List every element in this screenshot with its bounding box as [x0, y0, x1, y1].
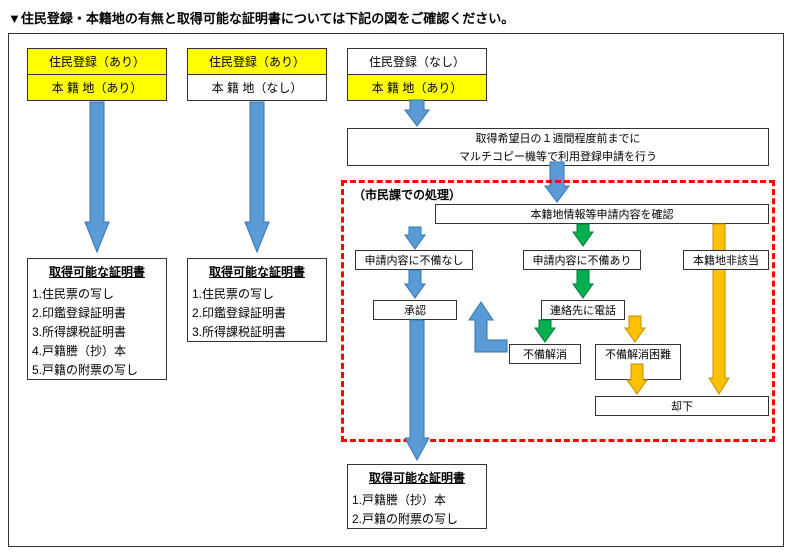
- diagram-container: 住民登録（あり） 本 籍 地（あり） 取得可能な証明書 1.住民票の写し 2.印…: [8, 33, 784, 547]
- b6-box: 不備解消: [509, 344, 581, 364]
- cert-col1-1: 1.住民票の写し: [28, 284, 166, 303]
- status-col1: 住民登録（あり） 本 籍 地（あり）: [27, 48, 167, 101]
- arrow-b4-cert: [405, 320, 429, 460]
- b2-text: 申請内容に不備あり: [524, 251, 640, 269]
- cert-col1-5: 5.戸籍の附票の写し: [28, 360, 166, 379]
- b1-box: 申請内容に不備なし: [355, 250, 473, 270]
- cert-col2: 取得可能な証明書 1.住民票の写し 2.印鑑登録証明書 3.所得課税証明書: [187, 258, 327, 342]
- cert-col2-title: 取得可能な証明書: [188, 259, 326, 284]
- cert-col3-title: 取得可能な証明書: [348, 465, 486, 490]
- b4-text: 承認: [374, 301, 456, 319]
- arrow-col1: [85, 102, 109, 252]
- b8-box: 却下: [595, 396, 769, 416]
- arrow-b4-in: [405, 270, 425, 298]
- step1-line1: 取得希望日の１週間程度前までに: [348, 129, 768, 147]
- cert-col2-1: 1.住民票の写し: [188, 284, 326, 303]
- col1-reg: 住民登録（あり）: [28, 49, 166, 75]
- cert-col2-3: 3.所得課税証明書: [188, 322, 326, 341]
- cert-col1: 取得可能な証明書 1.住民票の写し 2.印鑑登録証明書 3.所得課税証明書 4.…: [27, 258, 167, 380]
- proc-label: （市民課での処理）: [353, 186, 461, 203]
- status-col3: 住民登録（なし） 本 籍 地（あり）: [347, 48, 487, 101]
- col1-hon: 本 籍 地（あり）: [28, 75, 166, 100]
- col2-reg: 住民登録（あり）: [188, 49, 326, 75]
- b6-text: 不備解消: [510, 345, 580, 363]
- cert-col1-title: 取得可能な証明書: [28, 259, 166, 284]
- b3-text: 本籍地非該当: [684, 251, 768, 269]
- arrow-c3-1: [405, 100, 429, 126]
- cert-col1-3: 3.所得課税証明書: [28, 322, 166, 341]
- arrow-b6-in: [535, 320, 555, 342]
- step1-box: 取得希望日の１週間程度前までに マルチコピー機等で利用登録申請を行う: [347, 128, 769, 166]
- cert-col3-2: 2.戸籍の附票の写し: [348, 509, 486, 528]
- arrow-b7-b8: [627, 364, 647, 394]
- col3-hon: 本 籍 地（あり）: [348, 75, 486, 100]
- b5-text: 連絡先に電話: [542, 301, 624, 319]
- arrow-col2: [245, 102, 269, 252]
- arrow-b1-in: [405, 227, 425, 249]
- cert-col1-2: 2.印鑑登録証明書: [28, 303, 166, 322]
- col2-hon: 本 籍 地（なし）: [188, 75, 326, 100]
- step2-box: 本籍地情報等申請内容を確認: [435, 204, 769, 224]
- b8-text: 却下: [596, 397, 768, 415]
- page-title: ▼住民登録・本籍地の有無と取得可能な証明書については下記の図をご確認ください。: [8, 8, 784, 27]
- b5-box: 連絡先に電話: [541, 300, 625, 320]
- cert-col3: 取得可能な証明書 1.戸籍謄（抄）本 2.戸籍の附票の写し: [347, 464, 487, 529]
- arrow-b2-in: [573, 224, 593, 246]
- status-col2: 住民登録（あり） 本 籍 地（なし）: [187, 48, 327, 101]
- step2-text: 本籍地情報等申請内容を確認: [436, 205, 768, 223]
- cert-col3-1: 1.戸籍謄（抄）本: [348, 490, 486, 509]
- arrow-b7-in: [625, 316, 645, 342]
- b1-text: 申請内容に不備なし: [356, 251, 472, 269]
- b4-box: 承認: [373, 300, 457, 320]
- b2-box: 申請内容に不備あり: [523, 250, 641, 270]
- b3-box: 本籍地非該当: [683, 250, 769, 270]
- arrow-b5-in: [573, 270, 593, 298]
- cert-col1-4: 4.戸籍謄（抄）本: [28, 341, 166, 360]
- arrow-b6-to-b4: [455, 302, 511, 362]
- cert-col2-2: 2.印鑑登録証明書: [188, 303, 326, 322]
- col3-reg: 住民登録（なし）: [348, 49, 486, 75]
